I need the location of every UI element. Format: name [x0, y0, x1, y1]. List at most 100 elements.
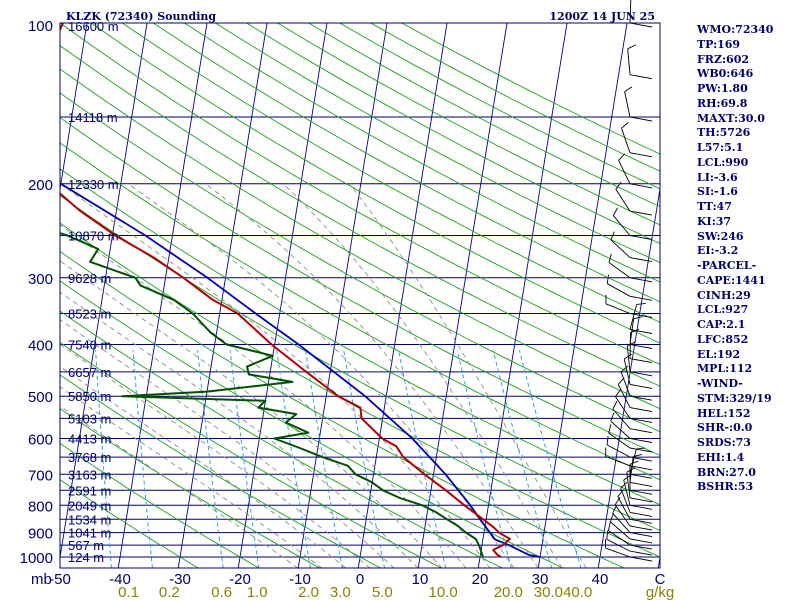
wind-barb-staff	[612, 215, 631, 236]
temperature-label: 20	[472, 571, 489, 588]
wind-barb-tick	[629, 518, 653, 524]
index-line: LFC:852	[697, 332, 749, 346]
index-line: RH:69.8	[697, 96, 748, 110]
wind-barb-flag	[636, 447, 646, 450]
height-label: 12330 m	[68, 177, 119, 192]
wind-barb-flag	[610, 231, 615, 241]
wind-barb-flag	[610, 412, 615, 422]
moist-adiabat	[205, 183, 539, 568]
height-label: 5103 m	[68, 411, 111, 426]
wind-barb-tick	[629, 371, 653, 377]
index-line: STM:329/19	[697, 391, 772, 405]
moist-adiabat	[349, 183, 587, 568]
isotherm-line	[0, 0, 31, 568]
wind-barb-tick	[629, 511, 653, 517]
dry-adiabat	[214, 23, 660, 264]
moist-adiabat	[60, 365, 347, 568]
dry-adiabat	[60, 442, 260, 568]
index-line: MPL:112	[697, 362, 753, 376]
pressure-label: 100	[28, 18, 53, 35]
mixing-ratio-line	[518, 350, 582, 568]
wind-barb-staff	[610, 521, 631, 540]
sounding-traces	[60, 23, 541, 558]
wind-barb-staff	[608, 432, 631, 449]
wind-barb-tick	[629, 428, 653, 434]
wind-barb-staff	[606, 444, 631, 458]
wind-barb-tick	[629, 383, 653, 389]
dry-adiabat	[60, 68, 660, 410]
mixing-ratio-label: 20.0	[494, 584, 523, 600]
mixing-ratio-label: 40.0	[563, 584, 592, 600]
index-line: TT:47	[697, 200, 732, 213]
mixing-ratio-label: 0.2	[159, 584, 180, 600]
index-line: KI:37	[697, 214, 732, 228]
temperature-label: C	[655, 571, 666, 588]
pressure-label: 400	[28, 338, 53, 355]
index-line: SI:-1.6	[697, 185, 738, 199]
mixing-ratio-label: 0.1	[118, 584, 139, 600]
dry-adiabat	[152, 23, 660, 303]
wind-barb-staff	[629, 304, 638, 330]
mixing-ratio-line	[229, 350, 260, 568]
wind-barb-tick	[629, 556, 653, 562]
dry-adiabat	[183, 23, 660, 283]
pressure-label: 1000	[20, 550, 53, 567]
wind-barb-staff	[605, 303, 631, 314]
height-label: 1534 m	[68, 512, 111, 527]
wind-barb-staff	[624, 91, 631, 118]
wind-barb-tick	[629, 313, 653, 318]
moist-adiabat	[128, 183, 515, 568]
wind-barb-staff	[610, 420, 631, 439]
wind-barb-staff	[629, 332, 631, 359]
temperature-label: -30	[169, 571, 191, 588]
wind-barb-flag	[618, 153, 626, 161]
index-line: LCL:990	[697, 155, 749, 169]
index-line: LCL:927	[697, 303, 749, 317]
wind-barb-tick	[629, 257, 653, 263]
index-line: WB0:646	[697, 67, 754, 81]
plot-frame	[59, 22, 661, 569]
mixing-ratio-label: 30.0	[534, 584, 563, 600]
wind-barb-tick	[629, 538, 653, 544]
wind-barb-tick	[629, 550, 653, 556]
wind-barb-tick	[629, 358, 653, 364]
dewpoint-trace	[60, 232, 484, 558]
height-label: 3163 m	[68, 467, 111, 482]
mixing-ratio-line	[343, 350, 386, 568]
parcel-trace	[60, 182, 541, 558]
temperature-label: 30	[532, 571, 549, 588]
wind-barb-staff	[620, 371, 631, 397]
moist-adiabat	[60, 386, 323, 568]
pressure-label: 600	[28, 432, 53, 449]
dry-adiabat	[60, 23, 660, 365]
wind-barb-staff	[612, 408, 631, 429]
dry-adiabat	[60, 92, 660, 433]
height-label: 2049 m	[68, 498, 111, 513]
wind-barb-tick	[629, 544, 653, 550]
index-line: SHR-:0.0	[697, 421, 753, 435]
wind-barb-tick	[629, 344, 653, 349]
wind-barb-tick	[629, 210, 653, 216]
index-line: BSHR:53	[697, 480, 754, 494]
wind-barb-tick	[629, 532, 653, 538]
wind-barb-tick	[629, 456, 653, 462]
pressure-label: 800	[28, 498, 53, 515]
isotherm-line	[597, 186, 660, 568]
index-line: PW:1.80	[697, 82, 748, 95]
wind-barb-staff	[620, 487, 631, 513]
height-label: 124 m	[68, 550, 104, 565]
temperature-label: -50	[49, 571, 71, 588]
wind-barb-flag	[615, 389, 621, 398]
dry-adiabat	[60, 142, 660, 481]
pressure-label: 900	[28, 526, 53, 543]
height-label: 5850 m	[68, 389, 111, 404]
pressure-label: 700	[28, 467, 53, 484]
index-line: BRN:27.0	[697, 465, 756, 479]
wind-barb-tick	[629, 395, 653, 401]
index-line: EHI:1.4	[697, 450, 745, 464]
wind-barb-staff	[615, 189, 631, 212]
height-label: 10870 m	[68, 229, 119, 244]
index-line: EI:-3.2	[697, 244, 739, 258]
station-title: KLZK (72340) Sounding	[66, 10, 216, 23]
